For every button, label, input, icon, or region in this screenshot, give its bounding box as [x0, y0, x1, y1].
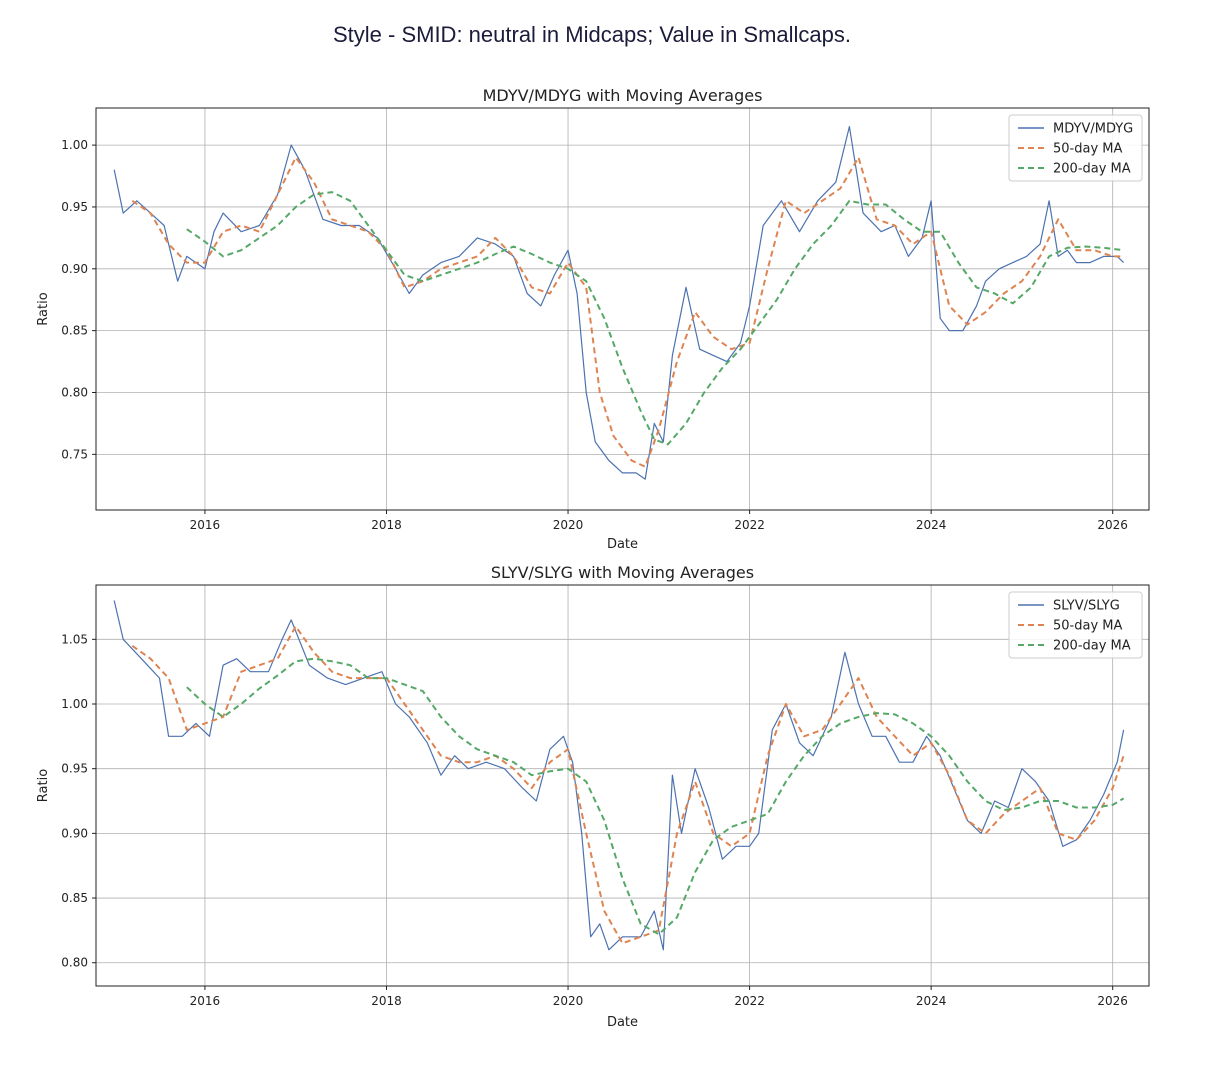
- ratio-line: [113, 126, 1125, 480]
- legend-label: 50-day MA: [1053, 619, 1122, 634]
- plot-frame: [95, 107, 1150, 511]
- chart-1: 2016 2018 2020 2022 2024 2026 0.75 0.80 0.85 0.90…: [36, 86, 1150, 552]
- x-tick-label: 2016: [190, 994, 221, 1008]
- x-tick-label: 2022: [734, 518, 765, 532]
- legend-box: [1008, 591, 1143, 659]
- x-tick-label: 2018: [371, 994, 402, 1008]
- x-tick-label: 2026: [1097, 994, 1128, 1008]
- y-tick-label: 0.85: [61, 324, 88, 338]
- y-tick-label: 0.95: [61, 762, 88, 776]
- legend: SLYV/SLYG 50-day MA 200-day MA: [1008, 591, 1143, 659]
- ma200-line: [186, 657, 1125, 936]
- y-axis-label: Ratio: [36, 292, 51, 325]
- x-tick-label: 2020: [553, 994, 584, 1008]
- plot-area: [113, 600, 1125, 951]
- y-tick-label: 1.00: [61, 697, 88, 711]
- legend-label: MDYV/MDYG: [1053, 122, 1133, 137]
- x-tick-label: 2020: [553, 518, 584, 532]
- legend-label: 200-day MA: [1053, 162, 1131, 177]
- ma50-line: [131, 156, 1124, 468]
- y-tick-label: 0.80: [61, 385, 88, 399]
- y-tick-label: 0.85: [61, 891, 88, 905]
- plot-frame: [95, 584, 1150, 987]
- x-axis-label: Date: [607, 537, 638, 552]
- x-tick-label: 2026: [1097, 518, 1128, 532]
- x-tick-label: 2022: [734, 994, 765, 1008]
- plot-area: [113, 126, 1125, 480]
- legend-box: [1008, 114, 1143, 182]
- chart-title: SLYV/SLYG with Moving Averages: [491, 563, 754, 582]
- y-tick-label: 0.95: [61, 200, 88, 214]
- legend: MDYV/MDYG 50-day MA 200-day MA: [1008, 114, 1143, 182]
- y-tick-label: 0.90: [61, 826, 88, 840]
- y-tick-label: 0.90: [61, 262, 88, 276]
- legend-label: 200-day MA: [1053, 639, 1131, 654]
- y-tick-label: 1.00: [61, 138, 88, 152]
- x-axis-label: Date: [607, 1015, 638, 1030]
- ma50-line: [131, 625, 1125, 945]
- x-tick-label: 2024: [916, 994, 947, 1008]
- ratio-line: [113, 600, 1125, 951]
- legend-label: SLYV/SLYG: [1053, 599, 1120, 614]
- y-tick-label: 0.80: [61, 956, 88, 970]
- y-tick-label: 1.05: [61, 632, 88, 646]
- x-tick-label: 2018: [371, 518, 402, 532]
- y-axis-label: Ratio: [36, 769, 51, 802]
- x-tick-label: 2016: [190, 518, 221, 532]
- y-tick-label: 0.75: [61, 447, 88, 461]
- page-title: Style - SMID: neutral in Midcaps; Value …: [332, 22, 852, 47]
- chart-title: MDYV/MDYG with Moving Averages: [483, 86, 763, 105]
- chart-2: 2016 2018 2020 2022 2024 2026 0.80 0.85 0.90 0.95…: [36, 563, 1150, 1030]
- x-tick-label: 2024: [916, 518, 947, 532]
- legend-label: 50-day MA: [1053, 142, 1122, 157]
- ma200-line: [186, 191, 1124, 446]
